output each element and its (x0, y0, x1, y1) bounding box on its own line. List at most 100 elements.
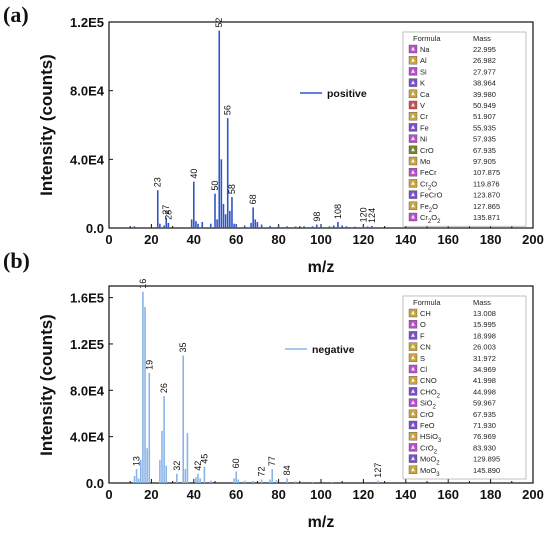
table-mass: 127.865 (473, 202, 500, 211)
table-mass: 13.008 (473, 309, 496, 318)
table-formula: MoO3 (420, 466, 440, 478)
table-mass: 44.998 (473, 387, 496, 396)
flask-glyph-icon (411, 310, 415, 315)
table-formula: SiO2 (420, 399, 437, 411)
table-formula: S (420, 354, 425, 363)
table-mass: 51.907 (473, 112, 496, 121)
flask-glyph-icon (411, 91, 415, 96)
table-formula: HSiO3 (420, 432, 442, 444)
table-mass: 145.890 (473, 466, 500, 475)
table-mass: 26.003 (473, 343, 496, 352)
flask-glyph-icon (411, 422, 415, 427)
flask-glyph-icon (411, 192, 415, 197)
table-formula: CN (420, 343, 431, 352)
flask-glyph-icon (411, 68, 415, 73)
legend-label: positive (327, 88, 367, 100)
peak-label: 58 (227, 184, 237, 194)
x-tick-label: 200 (522, 232, 544, 247)
x-tick-label: 100 (310, 232, 332, 247)
flask-glyph-icon (411, 113, 415, 118)
flask-glyph-icon (411, 136, 415, 141)
flask-glyph-icon (411, 433, 415, 438)
x-tick-label: 80 (271, 232, 285, 247)
flask-glyph-icon (411, 180, 415, 185)
table-formula: Si (420, 67, 427, 76)
x-axis-label: m/z (308, 259, 335, 276)
peak-label: 50 (210, 181, 220, 191)
peak-label: 98 (312, 212, 322, 222)
x-tick-label: 80 (271, 487, 285, 502)
table-formula: Fe2O (420, 202, 438, 214)
table-formula: MoO2 (420, 455, 440, 467)
x-tick-label: 160 (437, 487, 459, 502)
peak-label: 26 (159, 383, 169, 393)
flask-glyph-icon (411, 46, 415, 51)
chart-panel-b: (b) 0 20 40 60 80 100 120 140 160 180 200 0.0 4.0E4 8.… (3, 248, 544, 531)
y-tick-label: 8.0E4 (70, 383, 105, 398)
flask-glyph-icon (411, 344, 415, 349)
peak-label: 28 (163, 210, 173, 220)
table-mass: 67.935 (473, 146, 496, 155)
x-tick-label: 160 (437, 232, 459, 247)
flask-glyph-icon (411, 203, 415, 208)
panel-label: (b) (3, 248, 30, 273)
y-tick-label: 4.0E4 (70, 430, 105, 445)
table-mass: 39.980 (473, 90, 496, 99)
table-mass: 18.998 (473, 331, 496, 340)
x-tick-label: 60 (229, 487, 243, 502)
x-tick-label: 180 (480, 232, 502, 247)
chart-panel-a: (a) 0 20 40 60 80 100 120 140 160 180 200 0.0 4.0E4 8.… (3, 2, 544, 276)
table-mass: 76.969 (473, 432, 496, 441)
table-mass: 38.964 (473, 79, 496, 88)
formula-table-frame (402, 295, 527, 480)
table-formula: CHO2 (420, 387, 441, 399)
flask-glyph-icon (411, 411, 415, 416)
legend-label: negative (312, 344, 355, 356)
flask-glyph-icon (411, 355, 415, 360)
table-formula: CNO (420, 376, 437, 385)
table-mass: 27.977 (473, 67, 496, 76)
table-formula: K (420, 79, 425, 88)
table-mass: 31.972 (473, 354, 496, 363)
table-formula: Cr (420, 112, 428, 121)
table-mass: 55.935 (473, 123, 496, 132)
peak-label: 108 (333, 204, 343, 219)
flask-glyph-icon (411, 214, 415, 219)
flask-glyph-icon (411, 366, 415, 371)
table-formula: FeCrO (420, 191, 443, 200)
table-mass: 59.967 (473, 399, 496, 408)
table-mass: 57.935 (473, 135, 496, 144)
x-tick-label: 60 (229, 232, 243, 247)
peak-label: 19 (144, 360, 154, 370)
table-mass: 83.930 (473, 443, 496, 452)
peak-label: 77 (267, 456, 277, 466)
y-tick-label: 4.0E4 (70, 152, 105, 167)
panel-label: (a) (3, 2, 29, 27)
table-mass: 22.995 (473, 45, 496, 54)
table-formula: CH (420, 309, 431, 318)
flask-glyph-icon (411, 377, 415, 382)
x-tick-label: 140 (395, 487, 417, 502)
flask-glyph-icon (411, 147, 415, 152)
peak-label: 40 (189, 169, 199, 179)
x-tick-label: 120 (353, 232, 375, 247)
x-tick-label: 140 (395, 232, 417, 247)
table-header-formula: Formula (413, 298, 441, 307)
table-header-mass: Mass (473, 34, 491, 43)
flask-glyph-icon (411, 57, 415, 62)
table-formula: Mo (420, 157, 430, 166)
y-tick-label: 0.0 (86, 221, 104, 236)
table-mass: 123.870 (473, 191, 500, 200)
flask-glyph-icon (411, 456, 415, 461)
table-mass: 135.871 (473, 213, 500, 222)
table-header-mass: Mass (473, 298, 491, 307)
x-tick-label: 0 (105, 487, 112, 502)
flask-glyph-icon (411, 158, 415, 163)
table-mass: 129.895 (473, 455, 500, 464)
y-tick-label: 8.0E4 (70, 84, 105, 99)
flask-glyph-icon (411, 102, 415, 107)
table-formula: Na (420, 45, 430, 54)
table-mass: 26.982 (473, 56, 496, 65)
peak-label: 72 (257, 467, 267, 477)
